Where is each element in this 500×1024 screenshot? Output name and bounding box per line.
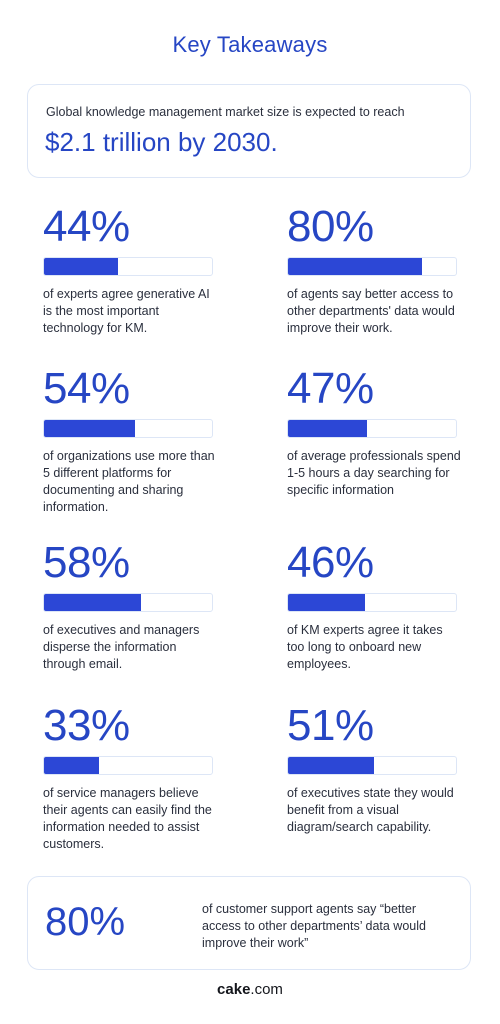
stat-percent: 44% bbox=[43, 202, 130, 251]
callout-percent: 80% bbox=[45, 900, 126, 944]
market-size-card: Global knowledge management market size … bbox=[27, 84, 471, 178]
stat-block: 80% of agents say better access to other… bbox=[287, 201, 462, 337]
stat-percent: 58% bbox=[43, 538, 130, 587]
market-size-value: $2.1 trillion by 2030. bbox=[45, 127, 278, 157]
stat-block: 46% of KM experts agree it takes too lon… bbox=[287, 537, 462, 673]
stat-description: of experts agree generative AI is the mo… bbox=[43, 287, 210, 335]
progress-bar-fill bbox=[288, 757, 374, 774]
stat-block: 58% of executives and managers disperse … bbox=[43, 537, 218, 673]
progress-bar bbox=[287, 257, 457, 276]
progress-bar-fill bbox=[44, 420, 135, 437]
stat-percent: 46% bbox=[287, 538, 374, 587]
progress-bar bbox=[43, 593, 213, 612]
stat-description: of organizations use more than 5 differe… bbox=[43, 449, 215, 514]
stat-percent: 80% bbox=[287, 202, 374, 251]
progress-bar-fill bbox=[44, 594, 142, 611]
stat-description: of agents say better access to other dep… bbox=[287, 287, 455, 335]
progress-bar-fill bbox=[288, 258, 423, 275]
stat-block: 44% of experts agree generative AI is th… bbox=[43, 201, 218, 337]
stat-block: 47% of average professionals spend 1-5 h… bbox=[287, 363, 462, 499]
stat-percent: 47% bbox=[287, 364, 374, 413]
callout-description: of customer support agents say “better a… bbox=[202, 902, 426, 950]
progress-bar bbox=[43, 257, 213, 276]
stat-description: of executives and managers disperse the … bbox=[43, 623, 200, 671]
progress-bar bbox=[43, 756, 213, 775]
progress-bar-fill bbox=[288, 420, 367, 437]
stat-block: 33% of service managers believe their ag… bbox=[43, 700, 218, 853]
progress-bar bbox=[287, 593, 457, 612]
callout-card: 80% of customer support agents say “bett… bbox=[27, 876, 471, 970]
stat-description: of average professionals spend 1-5 hours… bbox=[287, 449, 461, 497]
progress-bar-fill bbox=[44, 258, 118, 275]
stat-percent: 33% bbox=[43, 701, 130, 750]
stat-percent: 51% bbox=[287, 701, 374, 750]
stat-description: of KM experts agree it takes too long to… bbox=[287, 623, 443, 671]
progress-bar bbox=[43, 419, 213, 438]
page-title: Key Takeaways bbox=[172, 32, 328, 57]
brand-name: cake bbox=[217, 981, 251, 998]
stat-description: of service managers believe their agents… bbox=[43, 786, 212, 851]
brand-logo: cake.com bbox=[0, 981, 500, 998]
stat-percent: 54% bbox=[43, 364, 130, 413]
progress-bar bbox=[287, 756, 457, 775]
stat-block: 54% of organizations use more than 5 dif… bbox=[43, 363, 218, 516]
stat-description: of executives state they would benefit f… bbox=[287, 786, 454, 834]
brand-domain: .com bbox=[250, 981, 283, 998]
progress-bar-fill bbox=[44, 757, 100, 774]
stat-block: 51% of executives state they would benef… bbox=[287, 700, 462, 836]
progress-bar-fill bbox=[288, 594, 366, 611]
progress-bar bbox=[287, 419, 457, 438]
market-size-lead: Global knowledge management market size … bbox=[46, 105, 405, 119]
